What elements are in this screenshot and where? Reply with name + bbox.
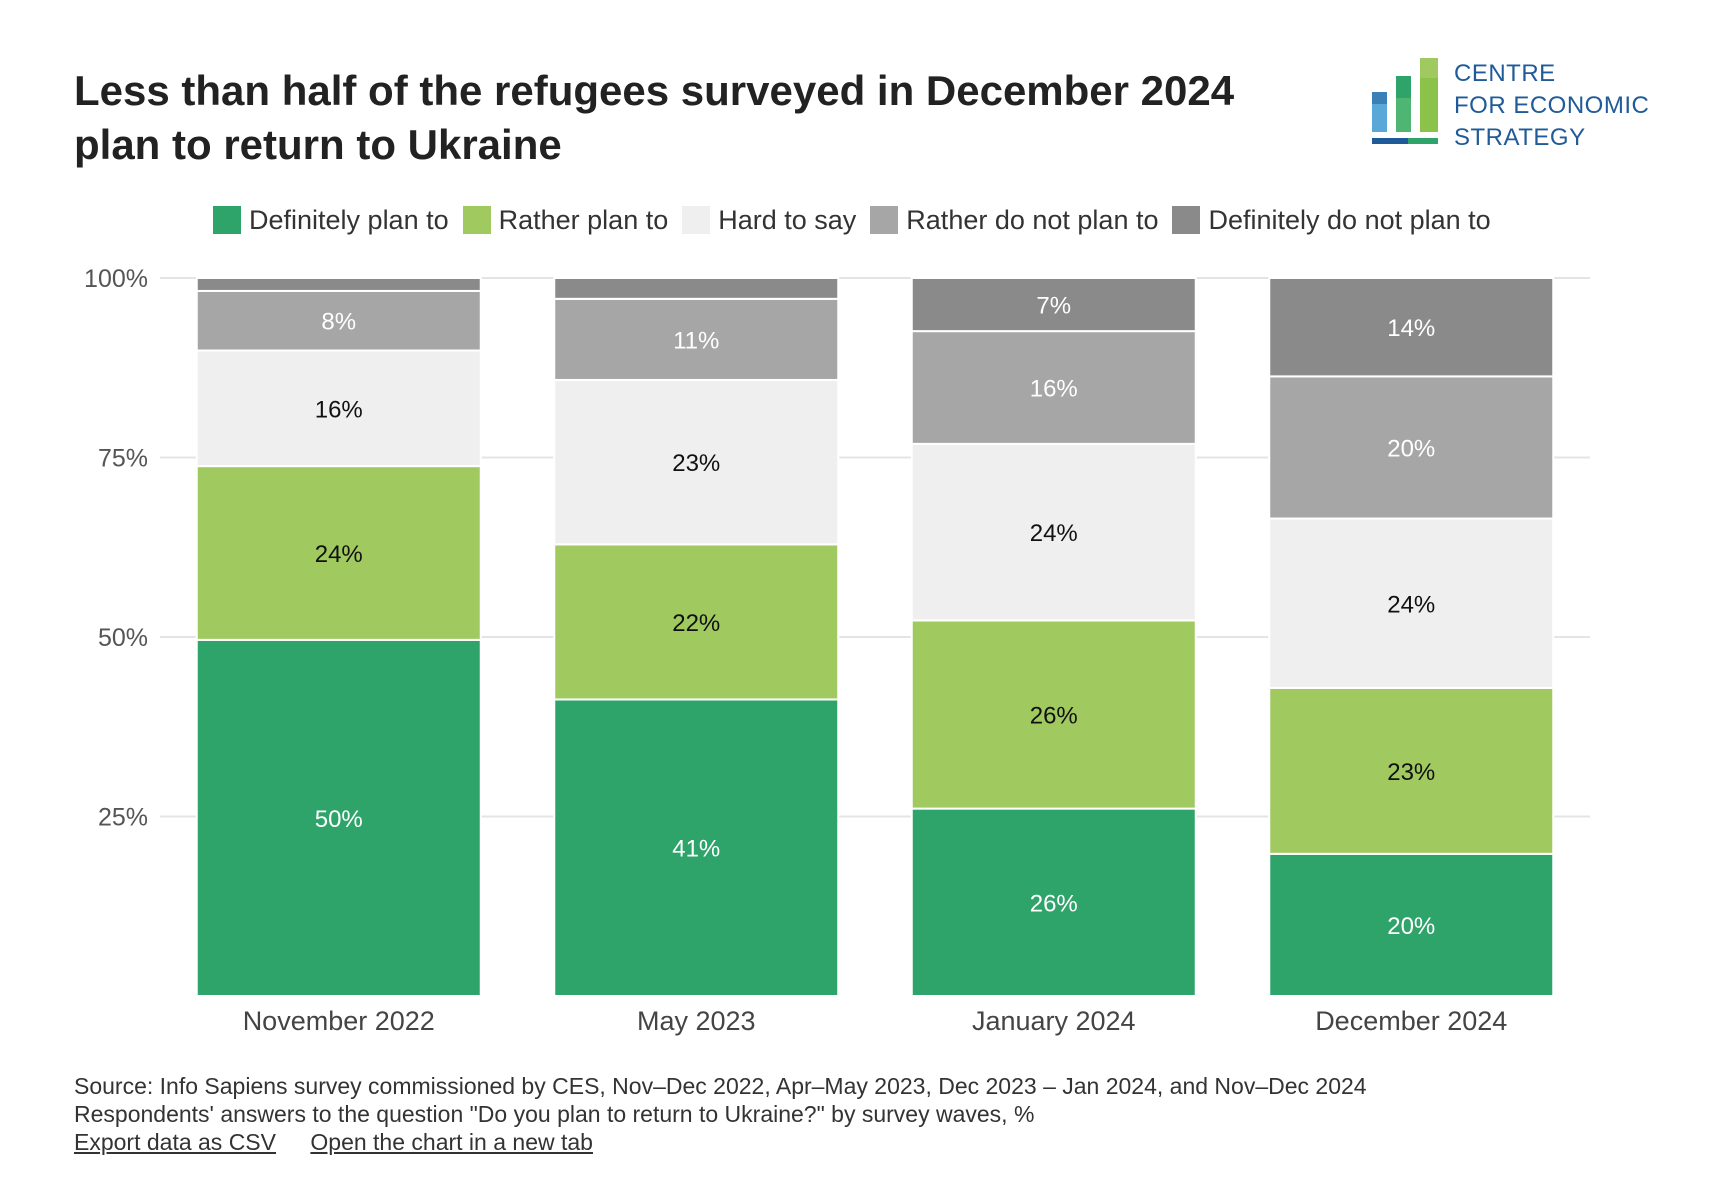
export-csv-link[interactable]: Export data as CSV	[74, 1129, 276, 1155]
data-label: 11%	[673, 327, 719, 354]
bar-segment	[1268, 686, 1555, 855]
legend-swatch	[462, 206, 491, 234]
bar-segment	[910, 277, 1197, 333]
logo-line-1: CENTRE	[1454, 60, 1556, 87]
data-label: 20%	[1387, 913, 1435, 940]
bar-segment	[553, 297, 840, 381]
bar-segment	[910, 807, 1197, 997]
ces-logo: CENTRE FOR ECONOMIC STRATEGY	[1372, 58, 1672, 158]
bar-segment	[1268, 375, 1555, 520]
ces-logo-text: CENTRE FOR ECONOMIC STRATEGY	[1454, 58, 1649, 154]
y-tick-label: 50%	[98, 624, 148, 652]
legend-swatch	[1172, 206, 1201, 234]
data-label: 24%	[1030, 520, 1078, 547]
ces-logo-icon	[1372, 58, 1438, 144]
bar-segment	[910, 330, 1197, 445]
bar-segment	[553, 543, 840, 701]
data-label: 26%	[1030, 703, 1078, 730]
chart-title: Less than half of the refugees surveyed …	[74, 67, 1235, 168]
logo-line-3: STRATEGY	[1454, 124, 1586, 151]
chart-legend: Definitely plan to Rather plan to Hard to …	[213, 202, 1505, 238]
bar-segment	[910, 619, 1197, 810]
footer-links: Export data as CSV Open the chart in a n…	[74, 1128, 1367, 1156]
legend-item: Definitely do not plan to	[1172, 204, 1491, 236]
x-tick-label: May 2023	[637, 1006, 756, 1036]
data-label: 20%	[1387, 435, 1435, 462]
bar-segment	[1268, 852, 1555, 997]
legend-label: Rather plan to	[498, 204, 669, 235]
data-label: 14%	[1387, 315, 1435, 342]
bar-segment	[1268, 517, 1555, 689]
y-tick-label: 100%	[84, 265, 148, 293]
legend-swatch	[682, 206, 711, 234]
bar-segment	[553, 277, 840, 300]
bar-segment	[195, 638, 482, 997]
data-label: 26%	[1030, 890, 1078, 917]
legend-item: Definitely plan to	[213, 205, 449, 236]
data-label: 24%	[1387, 591, 1435, 618]
source-note: Source: Info Sapiens survey commissioned…	[74, 1073, 1367, 1099]
legend-swatch	[213, 206, 241, 234]
data-label: 41%	[672, 836, 720, 863]
legend-item: Rather do not plan to	[870, 205, 1158, 236]
x-tick-label: December 2024	[1315, 1006, 1507, 1036]
stacked-bar-chart: 25% 50% 75% 100% 50% 24% 16% 8% November 2022 41%…	[84, 265, 1590, 1036]
data-label: 16%	[315, 396, 363, 423]
open-new-tab-link[interactable]: Open the chart in a new tab	[310, 1129, 593, 1155]
x-tick-label: November 2022	[243, 1006, 435, 1036]
legend-label: Hard to say	[718, 204, 857, 235]
data-label: 24%	[315, 541, 363, 568]
bar-segment	[195, 277, 482, 292]
logo-line-2: FOR ECONOMIC	[1454, 92, 1650, 119]
x-tick-label: January 2024	[972, 1006, 1136, 1036]
y-tick-label: 25%	[98, 804, 148, 832]
data-label: 23%	[672, 450, 720, 477]
data-label: 23%	[1387, 759, 1435, 786]
legend-item: Hard to say	[682, 205, 856, 236]
bar-segment	[910, 442, 1197, 622]
bar-segment	[553, 378, 840, 546]
chart-footer: Source: Info Sapiens survey commissioned…	[74, 1072, 1367, 1156]
data-label: 8%	[321, 309, 356, 336]
legend-item: Rather plan to	[462, 204, 669, 236]
bar-segment	[1268, 277, 1555, 378]
data-label: 22%	[672, 610, 720, 637]
data-label: 50%	[315, 806, 363, 833]
legend-swatch	[870, 206, 899, 234]
legend-label: Definitely plan to	[249, 204, 449, 235]
legend-label: Rather do not plan to	[906, 204, 1159, 235]
y-tick-label: 75%	[98, 445, 148, 473]
legend-label: Definitely do not plan to	[1208, 204, 1491, 235]
data-label: 16%	[1030, 375, 1078, 402]
data-label: 7%	[1036, 293, 1071, 320]
question-note: Respondents' answers to the question "Do…	[74, 1101, 1035, 1127]
